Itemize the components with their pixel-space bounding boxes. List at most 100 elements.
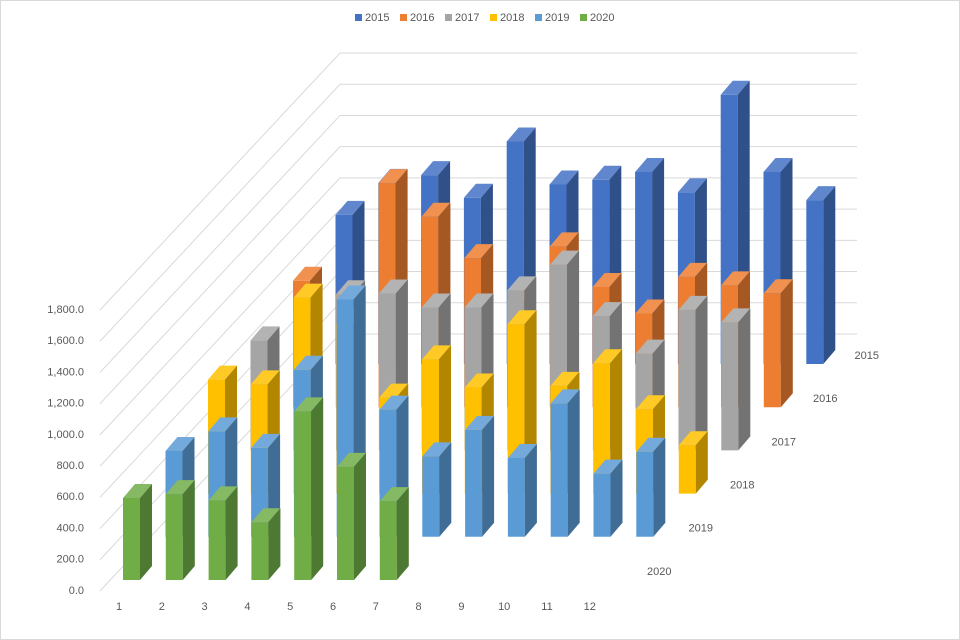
bar-top [550,250,580,265]
bar-top [506,127,536,142]
x-tick-label: 9 [458,601,464,613]
bar-top [464,244,494,259]
grid-line [99,83,857,342]
bar-top [422,345,451,360]
y-tick-label: 600.0 [56,491,84,503]
bar-top [337,452,366,467]
bar-top [507,310,537,325]
bar-top [379,383,409,398]
bar-side [396,487,409,580]
x-tick-label: 5 [287,601,293,613]
legend-label: 2019 [545,12,569,24]
bar-top [335,200,365,215]
bar-top [208,417,238,432]
bar [379,487,409,580]
bar-top [421,202,451,217]
bar-top [592,302,622,317]
bar-side [482,415,495,537]
bar [806,186,836,364]
bar-top [421,161,451,176]
bar-top [549,232,579,247]
bar-side [610,349,623,494]
bar [208,486,238,580]
bar-top [763,279,793,294]
bar [678,295,708,451]
bar-top [379,395,409,410]
y-tick-label: 200.0 [56,554,84,566]
bar-top [550,389,580,404]
series-axis-label: 2017 [772,436,796,448]
bar-front [123,498,140,580]
bar-top [464,293,494,308]
bar-top [678,431,708,446]
bar-side [140,484,152,580]
bar-front [251,522,269,580]
y-tick-label: 800.0 [56,460,84,472]
bar [507,443,537,537]
series-axis-label: 2016 [813,393,837,405]
y-tick-label: 400.0 [56,522,84,534]
bar-front [721,322,739,451]
bar-top [720,80,750,95]
bar-top [592,165,622,180]
series-axis-label: 2018 [730,480,754,492]
bar-top [593,459,623,474]
bar-front [465,429,483,537]
bar-side [780,279,793,408]
bar-front [208,500,226,580]
series-axis-label: 2020 [647,566,671,578]
bar-front [550,403,568,537]
bar-top [636,437,666,452]
y-tick-label: 1,200.0 [47,398,84,410]
x-tick-label: 8 [416,601,422,613]
bar-top [294,397,324,412]
legend-label: 2018 [500,12,524,24]
bar-top [208,365,237,380]
bar-top [208,486,238,501]
bar-side [268,508,281,580]
x-tick-label: 6 [330,601,336,613]
x-tick-label: 1 [116,601,122,613]
grid-line [99,177,857,436]
bar-front [678,309,696,451]
bar-top [507,443,537,458]
bar-side [524,443,537,537]
bar-side [311,397,324,580]
bar-side [695,431,708,494]
bar-top [721,308,751,323]
bar-top [165,436,195,451]
y-tick-label: 1,000.0 [47,429,84,441]
bar-side [182,480,195,580]
bar-front [379,501,397,580]
bar [465,415,495,537]
bar [678,431,708,494]
bar-top [465,415,495,430]
series-axis-label: 2015 [855,350,879,362]
y-tick-label: 1,600.0 [47,335,84,347]
bar-side [823,186,836,364]
x-tick-label: 4 [244,601,250,613]
bar-top [635,299,665,314]
bar-side [653,437,666,537]
bar-top [592,272,622,287]
bar-top [721,271,750,286]
bar-top [806,186,836,201]
bar-front [636,451,654,537]
bar-top [593,349,623,364]
bar-top [550,371,580,386]
grid-line [99,52,857,311]
legend-swatch [490,14,497,21]
legend-swatch [535,14,542,21]
legend-swatch [400,14,407,21]
bar [165,480,195,580]
bar-top [635,339,665,354]
bar-top [378,279,408,294]
bar [721,308,751,451]
bar [422,442,452,537]
x-tick-label: 11 [541,601,552,613]
bar-side [695,295,708,451]
bar-top [293,283,323,298]
bar-side [738,308,751,451]
bar-top [421,293,451,308]
legend-swatch [355,14,362,21]
